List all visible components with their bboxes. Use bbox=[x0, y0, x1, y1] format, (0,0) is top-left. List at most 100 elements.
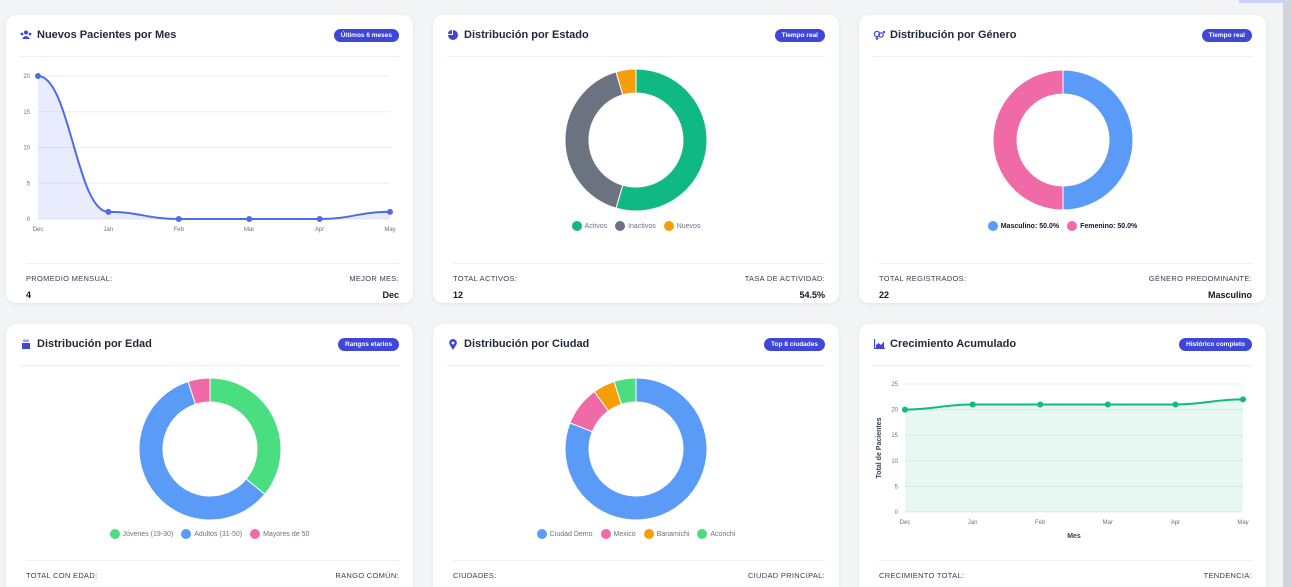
chart-legend: Activos Inactivos Nuevos bbox=[433, 221, 839, 231]
stat-value: 12 bbox=[453, 290, 464, 300]
legend-label: Inactivos bbox=[628, 222, 656, 230]
data-point[interactable] bbox=[1172, 401, 1179, 408]
legend-item[interactable]: Adultos (31-50) bbox=[181, 529, 242, 539]
donut-chart-svg bbox=[564, 68, 708, 212]
legend-label: Femenino: 50.0% bbox=[1080, 222, 1138, 230]
legend-swatch bbox=[250, 529, 261, 539]
donut-slice[interactable] bbox=[615, 68, 637, 96]
legend-item[interactable]: Inactivos bbox=[615, 221, 656, 231]
data-point[interactable] bbox=[1037, 401, 1044, 408]
card-title: Nuevos Pacientes por Mes bbox=[20, 29, 176, 41]
x-tick-label: Apr bbox=[315, 227, 324, 233]
donut-slice[interactable] bbox=[992, 69, 1064, 211]
data-point[interactable] bbox=[175, 216, 182, 222]
scrollbar-thumb[interactable] bbox=[1283, 0, 1291, 587]
legend-label: Mexico bbox=[613, 530, 636, 538]
legend-swatch bbox=[536, 529, 547, 539]
stat-tasa-actividad: TASA DE ACTIVIDAD: 54.5% bbox=[745, 274, 825, 300]
stat-promedio: PROMEDIO MENSUAL: 4 bbox=[26, 274, 112, 300]
legend-swatch bbox=[109, 529, 120, 539]
legend-label: Adultos (31-50) bbox=[194, 530, 243, 538]
stat-total-con-edad: TOTAL CON EDAD: bbox=[26, 571, 97, 580]
stat-crecimiento-total: CRECIMIENTO TOTAL: bbox=[879, 571, 964, 580]
stat-genero-predominante: GÉNERO PREDOMINANTE: Masculino bbox=[1149, 274, 1252, 300]
stat-rango-comun: RANGO COMÚN: bbox=[335, 571, 399, 580]
stats-row: TOTAL CON EDAD: RANGO COMÚN: bbox=[26, 560, 399, 580]
legend-item[interactable]: Mayores de 50 bbox=[250, 529, 309, 539]
line-chart-svg: 0 5 10 15 20 Dec Jan Feb Mar Apr May bbox=[23, 73, 396, 233]
donut-chart-svg bbox=[564, 377, 708, 521]
card-title-text: Nuevos Pacientes por Mes bbox=[37, 29, 177, 41]
legend-label: Ciudad Demo bbox=[549, 530, 593, 538]
data-point[interactable] bbox=[105, 208, 112, 215]
legend-item[interactable]: Ciudad Demo bbox=[536, 529, 593, 539]
legend-item[interactable]: Aconchi bbox=[697, 529, 735, 539]
data-point[interactable] bbox=[1104, 401, 1111, 408]
data-point[interactable] bbox=[969, 401, 976, 408]
stat-mejor-mes: MEJOR MES: Dec bbox=[349, 274, 399, 300]
donut-chart bbox=[433, 67, 839, 217]
stat-label: MEJOR MES: bbox=[349, 274, 399, 283]
card-header: Distribución por Género Tiempo real bbox=[873, 29, 1252, 57]
legend-item[interactable]: Activos bbox=[571, 221, 607, 231]
chart-legend: Masculino: 50.0% Femenino: 50.0% bbox=[859, 221, 1266, 231]
donut-slice[interactable] bbox=[209, 377, 282, 495]
legend-label: Nuevos bbox=[676, 222, 701, 230]
donut-chart-svg bbox=[992, 69, 1134, 211]
y-tick-label: 0 bbox=[895, 510, 899, 516]
data-point[interactable] bbox=[316, 216, 323, 222]
donut-slice[interactable] bbox=[564, 377, 708, 521]
legend-item[interactable]: Jóvenes (19-30) bbox=[109, 529, 173, 539]
legend-item[interactable]: Banamichi bbox=[643, 529, 690, 539]
stat-label: RANGO COMÚN: bbox=[335, 571, 399, 580]
x-tick-label: Jan bbox=[104, 227, 114, 233]
legend-swatch bbox=[600, 529, 611, 539]
donut-slice[interactable] bbox=[138, 380, 266, 521]
legend-swatch bbox=[987, 221, 998, 231]
badge: Rangos etarios bbox=[338, 338, 399, 351]
card-header: Distribución por Edad Rangos etarios bbox=[20, 338, 399, 366]
stat-total-activos: TOTAL ACTIVOS: 12 bbox=[453, 274, 517, 300]
donut-chart bbox=[433, 375, 839, 525]
data-point[interactable] bbox=[246, 216, 253, 222]
card-title: Distribución por Ciudad bbox=[447, 338, 589, 350]
y-tick-label: 5 bbox=[895, 484, 899, 490]
legend-item[interactable]: Nuevos bbox=[663, 221, 701, 231]
users-icon bbox=[20, 29, 32, 41]
stat-value: 4 bbox=[26, 290, 32, 300]
stat-value: Masculino bbox=[1207, 290, 1252, 300]
card-title-text: Crecimiento Acumulado bbox=[890, 338, 1017, 350]
y-tick-label: 5 bbox=[27, 181, 31, 187]
badge: Tiempo real bbox=[774, 29, 825, 42]
donut-slice[interactable] bbox=[615, 68, 708, 212]
donut-slice[interactable] bbox=[187, 377, 211, 405]
card-distribucion-estado: Distribución por Estado Tiempo real Acti… bbox=[433, 15, 839, 303]
legend-label: Banamichi bbox=[656, 530, 690, 538]
scrollbar-track[interactable] bbox=[1283, 0, 1291, 587]
legend-swatch bbox=[697, 529, 708, 539]
legend-label: Aconchi bbox=[710, 530, 736, 538]
card-header: Crecimiento Acumulado Histórico completo bbox=[873, 338, 1252, 366]
x-tick-label: Feb bbox=[174, 227, 185, 233]
y-axis-label: Total de Pacientes bbox=[876, 417, 883, 478]
legend-item[interactable]: Mexico bbox=[600, 529, 636, 539]
x-tick-label: Dec bbox=[900, 520, 911, 526]
donut-slice[interactable] bbox=[564, 71, 624, 209]
card-distribucion-ciudad: Distribución por Ciudad Top 8 ciudades C… bbox=[433, 324, 839, 587]
card-title: Distribución por Estado bbox=[447, 29, 589, 41]
badge: Últimos 6 meses bbox=[333, 29, 399, 42]
data-point[interactable] bbox=[35, 73, 41, 79]
data-point[interactable] bbox=[902, 406, 908, 413]
legend-item[interactable]: Femenino: 50.0% bbox=[1067, 221, 1137, 231]
y-tick-label: 10 bbox=[891, 459, 898, 465]
legend-item[interactable]: Masculino: 50.0% bbox=[987, 221, 1059, 231]
data-point[interactable] bbox=[1240, 396, 1246, 403]
y-tick-label: 15 bbox=[891, 433, 898, 439]
donut-slice[interactable] bbox=[1062, 69, 1134, 211]
stat-value: 54.5% bbox=[799, 290, 825, 300]
stat-label: GÉNERO PREDOMINANTE: bbox=[1148, 274, 1252, 283]
pie-chart-icon bbox=[447, 29, 459, 41]
donut-slice[interactable] bbox=[613, 377, 637, 405]
stat-label: TOTAL REGISTRADOS: bbox=[879, 274, 967, 283]
data-point[interactable] bbox=[387, 208, 393, 215]
